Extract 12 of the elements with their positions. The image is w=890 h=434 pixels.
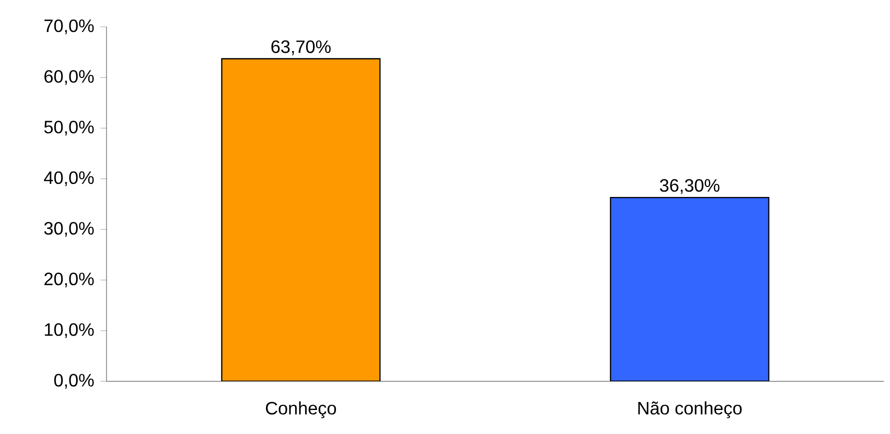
y-tick-label: 50,0%	[44, 120, 94, 136]
y-tick-label: 20,0%	[44, 272, 94, 288]
y-tick-label: 70,0%	[44, 19, 94, 34]
x-tick-label: Conheço	[266, 401, 336, 418]
data-label: 63,70%	[271, 40, 331, 56]
y-tick-label: 0,0%	[54, 374, 94, 389]
y-tick-label: 40,0%	[44, 171, 94, 186]
data-label: 36,30%	[660, 179, 720, 194]
y-tick-label: 10,0%	[44, 323, 94, 338]
y-tick-label: 30,0%	[44, 222, 94, 237]
y-tick-label: 60,0%	[44, 70, 94, 85]
x-tick-label: Não conheço	[638, 401, 742, 418]
